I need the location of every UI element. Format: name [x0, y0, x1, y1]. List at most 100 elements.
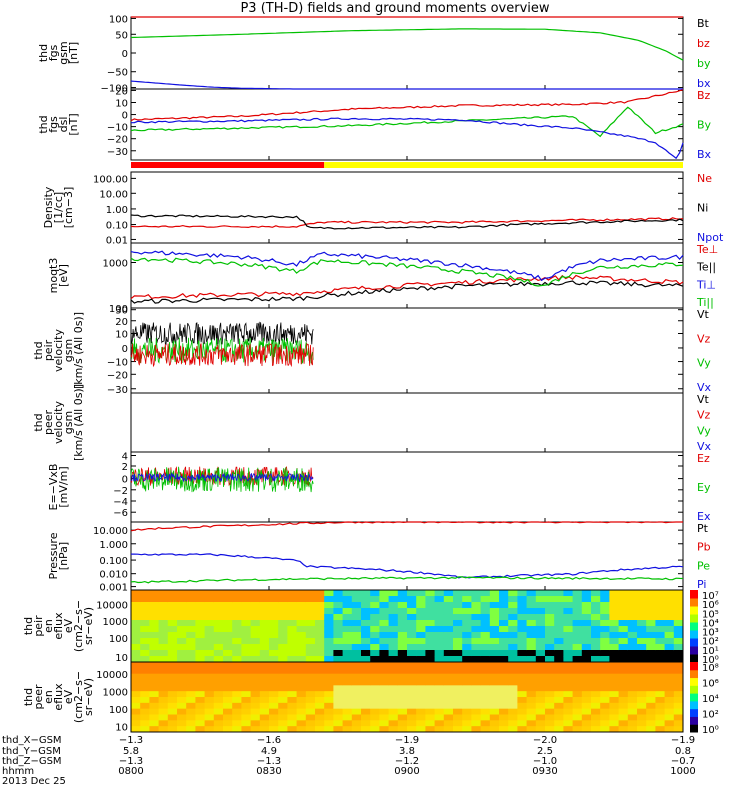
spectrogram-cell	[131, 608, 141, 615]
spectrogram-cell	[627, 714, 638, 721]
spectrogram-cell	[563, 673, 573, 680]
spectrogram-cell	[315, 626, 325, 633]
spectrogram-cell	[149, 596, 159, 603]
spectrogram-cell	[416, 632, 426, 639]
colorbar-label: 10⁴	[702, 618, 719, 629]
spectrogram-cell	[305, 679, 316, 686]
spectrogram-cell	[517, 679, 527, 686]
spectrogram-cell	[425, 702, 435, 710]
spectrogram-cell	[186, 638, 196, 645]
spectrogram-cell	[296, 726, 307, 733]
spectrogram-cell	[600, 702, 610, 710]
spectrogram-cell	[471, 596, 481, 603]
spectrogram-cell	[167, 702, 178, 710]
spectrogram-cell	[471, 708, 481, 715]
spectrogram-cell	[131, 656, 141, 663]
spectrogram-cell	[462, 697, 472, 704]
spectrogram-cell	[535, 702, 546, 710]
spectrogram-cell	[563, 590, 573, 597]
spectrogram-cell	[186, 720, 196, 727]
spectrogram-cell	[489, 602, 500, 609]
mode-bar-segment	[131, 162, 325, 168]
spectrogram-cell	[213, 626, 224, 633]
spectrogram-cell	[508, 638, 518, 645]
spectrogram-cell	[471, 608, 481, 615]
ytick-label: 10000	[96, 600, 128, 611]
spectrogram-cell	[407, 720, 417, 727]
spectrogram-cell	[471, 638, 481, 645]
spectrogram-cell	[177, 697, 187, 704]
spectrogram-cell	[664, 702, 675, 710]
series-ti	[130, 250, 684, 282]
spectrogram-cell	[600, 714, 610, 721]
spectrogram-cell	[453, 590, 463, 597]
spectrogram-cell	[195, 679, 205, 686]
colorbar-label: 10⁷	[702, 591, 719, 602]
spectrogram-cell	[397, 638, 408, 645]
spectrogram-cell	[453, 679, 463, 686]
spectrogram-cell	[131, 650, 141, 657]
spectrogram-cell	[591, 662, 601, 669]
spectrogram-cell	[554, 685, 564, 692]
spectrogram-cell	[232, 714, 242, 721]
spectrogram-cell	[269, 656, 279, 663]
ylabel-line: [nT]	[67, 42, 80, 64]
spectrogram-cell	[508, 685, 518, 692]
spectrogram-cell	[370, 714, 380, 721]
spectrogram-cell	[315, 691, 325, 698]
spectrogram-cell	[186, 602, 196, 609]
spectrogram-cell	[572, 708, 583, 715]
spectrogram-cell	[489, 697, 500, 704]
spectrogram-cell	[241, 673, 251, 680]
spectrogram-cell	[535, 685, 546, 692]
spectrogram-cell	[158, 590, 169, 597]
spectrogram-cell	[177, 638, 187, 645]
spectrogram-cell	[296, 590, 307, 597]
spectrogram-cell	[416, 708, 426, 715]
spectrogram-cell	[250, 656, 261, 663]
spectrogram-cell	[333, 702, 343, 710]
spectrogram-cell	[462, 702, 472, 710]
spectrogram-cell	[425, 714, 435, 721]
spectrogram-cell	[379, 590, 389, 597]
spectrogram-cell	[131, 714, 141, 721]
spectrogram-cell	[581, 590, 592, 597]
ylabel-line: [nPa]	[57, 542, 70, 570]
spectrogram-cell	[508, 714, 518, 721]
spectrogram-cell	[351, 714, 362, 721]
spectrogram-cell	[342, 590, 353, 597]
spectrogram-cell	[269, 726, 279, 733]
spectrogram-cell	[480, 667, 491, 675]
spectrogram-cell	[508, 697, 518, 704]
spectrogram-cell	[397, 697, 408, 704]
ylabel-line: [cm−3]	[62, 187, 75, 229]
spectrogram-cell	[158, 679, 169, 686]
ytick-label: 1000	[103, 259, 128, 270]
spectrogram-cell	[223, 650, 233, 657]
spectrogram-cell	[526, 720, 537, 727]
spectrogram-cell	[554, 638, 564, 645]
spectrogram-cell	[489, 667, 500, 675]
spectrogram-cell	[204, 596, 215, 603]
spectrogram-cell	[324, 673, 334, 680]
spectrogram-cell	[443, 608, 454, 615]
spectrogram-cell	[167, 708, 178, 715]
footer-value: 1000	[670, 766, 695, 777]
spectrogram-cell	[259, 602, 270, 609]
spectrogram-cell	[259, 650, 270, 657]
spectrogram-cell	[554, 650, 564, 657]
series-bz	[130, 89, 684, 122]
spectrogram-cell	[186, 708, 196, 715]
spectrogram-cell	[572, 626, 583, 633]
panel-frame	[130, 171, 684, 244]
spectrogram-cell	[407, 602, 417, 609]
spectrogram-cell	[259, 685, 270, 692]
spectrogram-cell	[232, 708, 242, 715]
spectrogram-cell	[443, 644, 454, 651]
spectrogram-cell	[462, 714, 472, 721]
spectrogram-cell	[158, 667, 169, 675]
colorbar-label: 10⁶	[702, 600, 719, 611]
spectrogram-cell	[241, 620, 251, 627]
spectrogram-cell	[259, 590, 270, 597]
spectrogram-cell	[618, 708, 629, 715]
